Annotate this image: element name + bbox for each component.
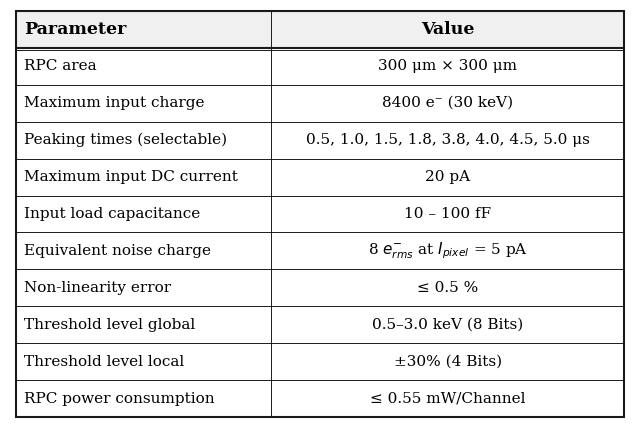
Text: Parameter: Parameter — [24, 21, 126, 38]
Bar — [16, 270, 624, 306]
Bar — [16, 122, 624, 158]
Text: 8 $e^{-}_{rms}$ at $I_{pixel}$ = 5 pA: 8 $e^{-}_{rms}$ at $I_{pixel}$ = 5 pA — [367, 241, 528, 261]
Text: Threshold level local: Threshold level local — [24, 355, 184, 369]
Text: Equivalent noise charge: Equivalent noise charge — [24, 244, 211, 258]
Text: 20 pA: 20 pA — [425, 170, 470, 184]
Text: 0.5–3.0 keV (8 Bits): 0.5–3.0 keV (8 Bits) — [372, 318, 524, 332]
Bar — [16, 85, 624, 122]
Text: 300 μm × 300 μm: 300 μm × 300 μm — [378, 59, 517, 73]
Text: Threshold level global: Threshold level global — [24, 318, 195, 332]
Text: 0.5, 1.0, 1.5, 1.8, 3.8, 4.0, 4.5, 5.0 μs: 0.5, 1.0, 1.5, 1.8, 3.8, 4.0, 4.5, 5.0 μ… — [306, 133, 589, 147]
Text: ±30% (4 Bits): ±30% (4 Bits) — [394, 355, 502, 369]
Text: ≤ 0.5 %: ≤ 0.5 % — [417, 281, 478, 295]
Bar — [16, 380, 624, 417]
Text: RPC area: RPC area — [24, 59, 96, 73]
Text: RPC power consumption: RPC power consumption — [24, 392, 214, 406]
Text: 10 – 100 fF: 10 – 100 fF — [404, 207, 492, 221]
Text: Value: Value — [421, 21, 474, 38]
Text: 8400 e⁻ (30 keV): 8400 e⁻ (30 keV) — [382, 96, 513, 110]
Text: Maximum input DC current: Maximum input DC current — [24, 170, 237, 184]
Bar — [16, 196, 624, 232]
Bar — [16, 158, 624, 196]
Text: Non-linearity error: Non-linearity error — [24, 281, 171, 295]
Text: Input load capacitance: Input load capacitance — [24, 207, 200, 221]
Text: ≤ 0.55 mW/Channel: ≤ 0.55 mW/Channel — [370, 392, 525, 406]
Bar — [16, 11, 624, 48]
Bar — [16, 343, 624, 380]
Bar — [16, 306, 624, 343]
Bar — [16, 48, 624, 85]
Text: Peaking times (selectable): Peaking times (selectable) — [24, 133, 227, 147]
Bar — [16, 232, 624, 270]
Text: Maximum input charge: Maximum input charge — [24, 96, 204, 110]
